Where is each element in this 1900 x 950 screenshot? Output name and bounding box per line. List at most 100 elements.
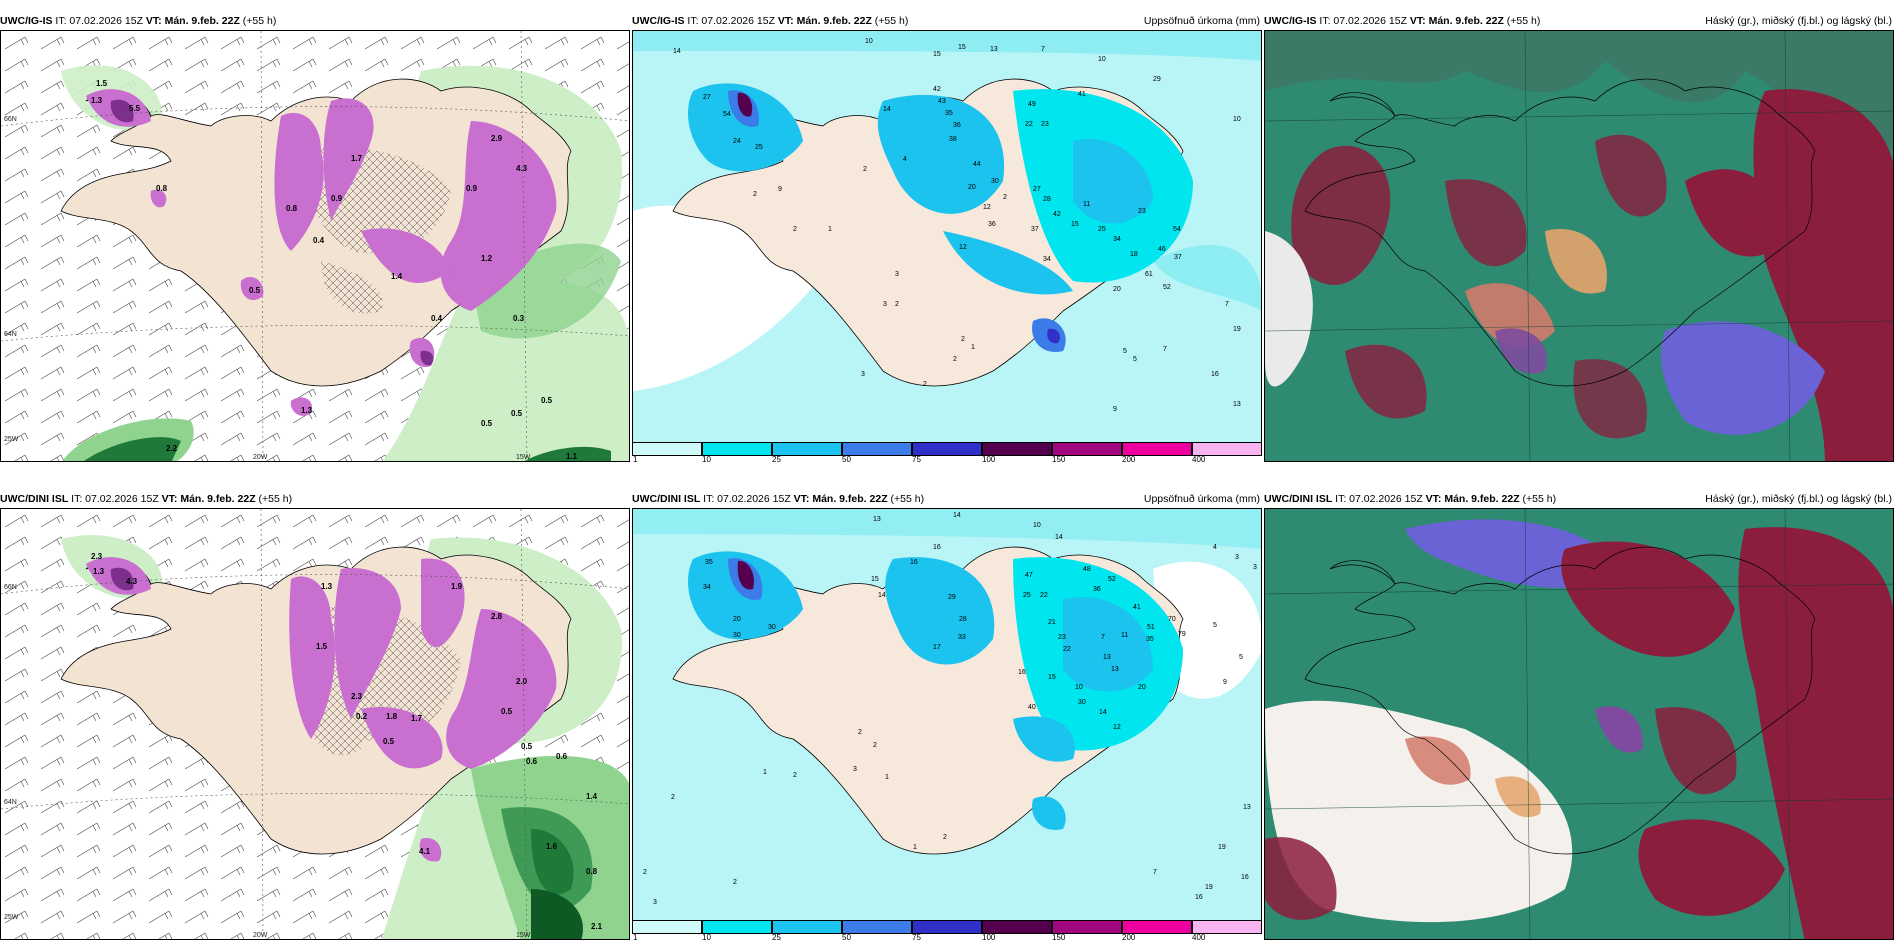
precip-value: 16 — [1195, 894, 1203, 901]
precip-value: 36 — [1093, 586, 1101, 593]
colorbar-swatch — [1052, 920, 1122, 934]
wind-value: 4.3 — [126, 577, 138, 586]
precip-value: 10 — [1233, 116, 1241, 123]
precip-value: 15 — [1071, 221, 1079, 228]
precip-value: 41 — [1133, 604, 1141, 611]
precip-value: 35 — [1146, 636, 1154, 643]
wind-value: 1.9 — [451, 582, 463, 591]
wind-value: 0.3 — [513, 314, 525, 323]
wind-value: 4.3 — [516, 164, 528, 173]
precip-colorbar: 1 10 25 50 75 100 150 200 400 — [632, 920, 1262, 942]
panel-header: UWC/DINI ISL IT: 07.02.2026 15Z VT: Mán.… — [1264, 490, 1894, 508]
panel-header: UWC/DINI ISL IT: 07.02.2026 15Z VT: Mán.… — [632, 490, 1262, 508]
precip-value: 49 — [1028, 101, 1036, 108]
precip-value: 5 — [1213, 622, 1217, 629]
colorbar-swatch — [702, 442, 772, 456]
lead-time: (+55 h) — [1522, 493, 1557, 505]
wind-value: 0.4 — [431, 314, 443, 323]
init-time: IT: 07.02.2026 15Z — [1335, 493, 1423, 505]
precip-value: 34 — [1113, 236, 1121, 243]
colorbar-swatch — [982, 920, 1052, 934]
map-canvas: 66N 64N 25W 20W 15W 2.3 1.3 4.3 1.9 2.8 … — [1, 509, 629, 939]
wind-value: 2.9 — [491, 134, 503, 143]
precip-value: 1 — [885, 774, 889, 781]
lead-time: (+55 h) — [242, 15, 277, 27]
lat-label-64n: 64N — [4, 799, 17, 806]
precip-value: 18 — [1130, 251, 1138, 258]
precip-value: 48 — [1083, 566, 1091, 573]
lon-label-20w: 20W — [253, 932, 268, 939]
precip-value: 61 — [1145, 271, 1153, 278]
precip-value: 13 — [873, 516, 881, 523]
precip-value: 10 — [1098, 56, 1106, 63]
wind-value: 1.3 — [93, 567, 105, 576]
init-time: IT: 07.02.2026 15Z — [1319, 15, 1407, 27]
colorbar-swatch — [1122, 920, 1192, 934]
colorbar-swatch — [842, 442, 912, 456]
precip-value: 42 — [1053, 211, 1061, 218]
precip-value: 7 — [1225, 301, 1229, 308]
colorbar-label: 10 — [702, 455, 711, 464]
precip-value: 20 — [733, 616, 741, 623]
precip-value: 22 — [1025, 121, 1033, 128]
precip-value: 12 — [1113, 724, 1121, 731]
panel-field-title: Uppsöfnuð úrkoma (mm) — [1143, 15, 1260, 27]
precip-value: 47 — [1025, 572, 1033, 579]
precip-value: 20 — [1113, 286, 1121, 293]
model-name: UWC/DINI ISL — [632, 493, 701, 505]
precip-value: 70 — [1168, 616, 1176, 623]
lat-label-66n: 66N — [4, 116, 17, 123]
precip-value: 2 — [793, 772, 797, 779]
wind-value: 1.3 — [301, 406, 313, 415]
valid-time: VT: Mán. 9.feb. 22Z — [777, 15, 872, 27]
panel-header: UWC/IG-IS IT: 07.02.2026 15Z VT: Mán. 9.… — [632, 12, 1262, 30]
precip-value: 27 — [1033, 186, 1041, 193]
precip-value: 23 — [1138, 208, 1146, 215]
precip-value: 9 — [1113, 406, 1117, 413]
colorbar-swatch — [702, 920, 772, 934]
precip-value: 52 — [1108, 576, 1116, 583]
precip-value: 36 — [988, 221, 996, 228]
colorbar-label: 150 — [1052, 455, 1066, 464]
precip-value: 13 — [1111, 666, 1119, 673]
precip-value: 16 — [910, 559, 918, 566]
precip-value: 5 — [1133, 356, 1137, 363]
precip-value: 24 — [733, 138, 741, 145]
lon-label-25w: 25W — [4, 436, 19, 443]
precip-value: 15 — [871, 576, 879, 583]
precip-value: 20 — [1138, 684, 1146, 691]
precip-value: 7 — [1153, 869, 1157, 876]
precip-value: 15 — [958, 44, 966, 51]
precip-value: 52 — [1163, 284, 1171, 291]
precip-value: 3 — [1235, 554, 1239, 561]
valid-time: VT: Mán. 9.feb. 22Z — [145, 15, 240, 27]
wind-value: 1.7 — [411, 714, 423, 723]
colorbar-label: 75 — [912, 933, 921, 942]
precip-value: 13 — [1103, 654, 1111, 661]
precip-value: 22 — [1063, 646, 1071, 653]
panel-field-title: Uppsöfnuð úrkoma (mm) — [1143, 493, 1260, 505]
precip-value: 7 — [1041, 46, 1045, 53]
precip-value: 33 — [958, 634, 966, 641]
colorbar-label: 75 — [912, 455, 921, 464]
wind-value: 0.2 — [356, 712, 368, 721]
colorbar-label: 1 — [633, 933, 638, 942]
panel-wind-precip-dini: UWC/DINI ISL IT: 07.02.2026 15Z VT: Mán.… — [0, 490, 630, 940]
lead-time: (+55 h) — [890, 493, 925, 505]
init-time: IT: 07.02.2026 15Z — [55, 15, 143, 27]
valid-time: VT: Mán. 9.feb. 22Z — [1409, 15, 1504, 27]
init-time: IT: 07.02.2026 15Z — [687, 15, 775, 27]
precip-value: 22 — [1040, 592, 1048, 599]
precip-value: 27 — [703, 94, 711, 101]
map-canvas: 14 10 15 15 13 7 42 27 54 24 25 43 35 36… — [633, 31, 1261, 443]
precip-value: 35 — [945, 110, 953, 117]
colorbar-label: 400 — [1192, 933, 1206, 942]
wind-value: 0.8 — [586, 867, 598, 876]
precip-value: 2 — [858, 729, 862, 736]
wind-value: 0.5 — [541, 396, 553, 405]
colorbar-swatch — [912, 442, 982, 456]
wind-values: 2.3 1.3 4.3 1.9 2.8 1.3 1.5 2.3 0.5 1.8 … — [91, 552, 603, 931]
precip-value: 51 — [1147, 624, 1155, 631]
precip-value: 12 — [983, 204, 991, 211]
lead-time: (+55 h) — [1506, 15, 1541, 27]
